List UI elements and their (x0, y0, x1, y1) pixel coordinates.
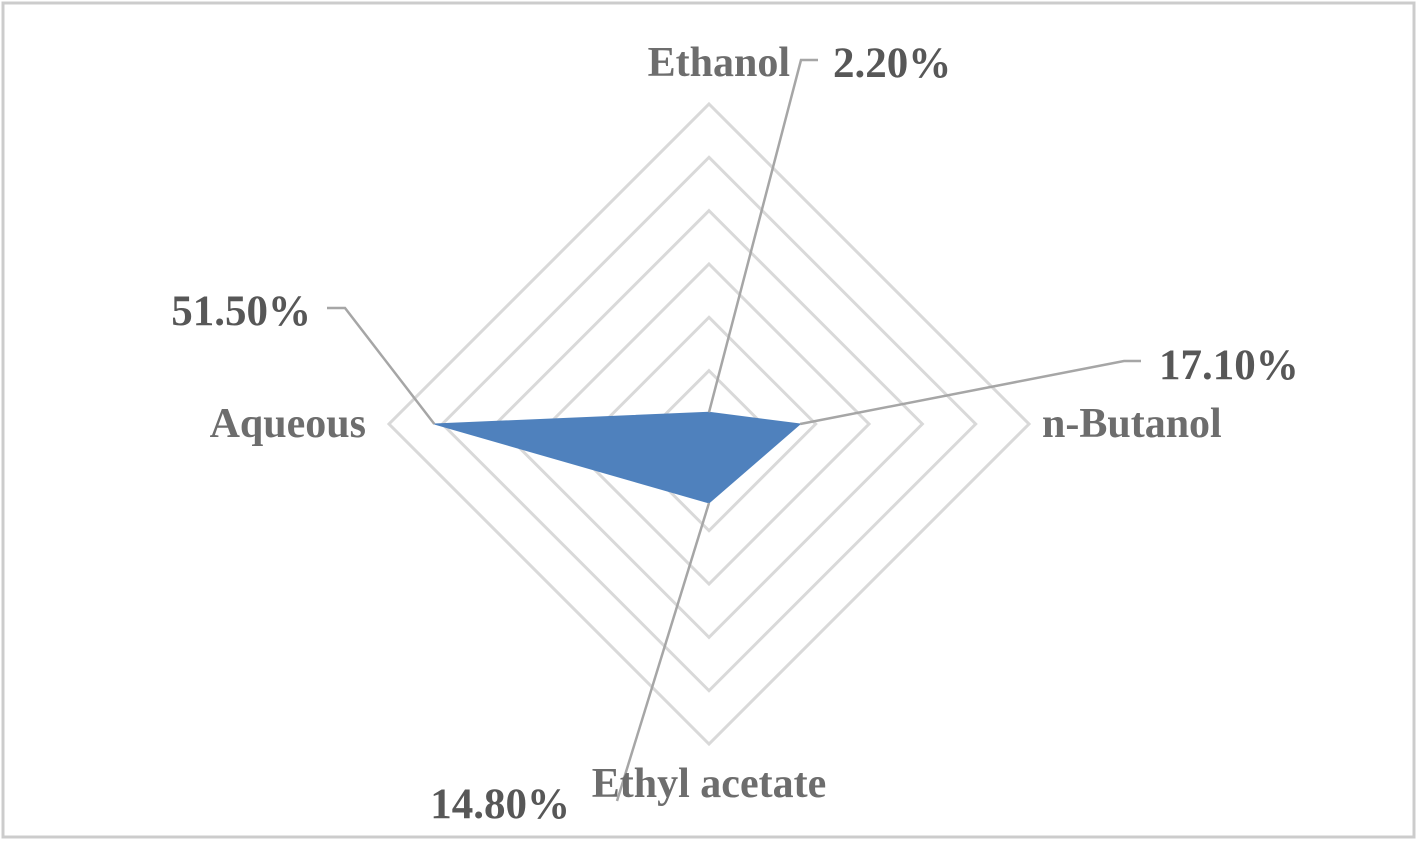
grid-ring-20 (600, 315, 818, 533)
leader-line-n-butanol (799, 359, 1141, 426)
leader-line-ethanol (707, 58, 818, 413)
grid-ring-50 (440, 155, 978, 693)
data-label-aqueous: 51.50% (171, 288, 311, 335)
radar-grid (386, 101, 1032, 747)
grid-ring-30 (546, 261, 872, 587)
data-label-n-butanol: 17.10% (1159, 342, 1299, 389)
leader-line-aqueous (327, 306, 436, 425)
category-label-n-butanol: n-Butanol (1042, 401, 1222, 447)
category-label-ethyl-acetate: Ethyl acetate (592, 761, 826, 807)
leader-line-ethyl-acetate (615, 502, 711, 802)
category-label-aqueous: Aqueous (210, 401, 366, 447)
data-label-ethanol: 2.20% (833, 40, 951, 87)
category-label-ethanol: Ethanol (648, 40, 790, 86)
grid-ring-60 (386, 101, 1032, 747)
leader-lines (327, 58, 1141, 802)
data-label-ethyl-acetate: 14.80% (430, 781, 570, 828)
grid-ring-40 (493, 208, 925, 640)
